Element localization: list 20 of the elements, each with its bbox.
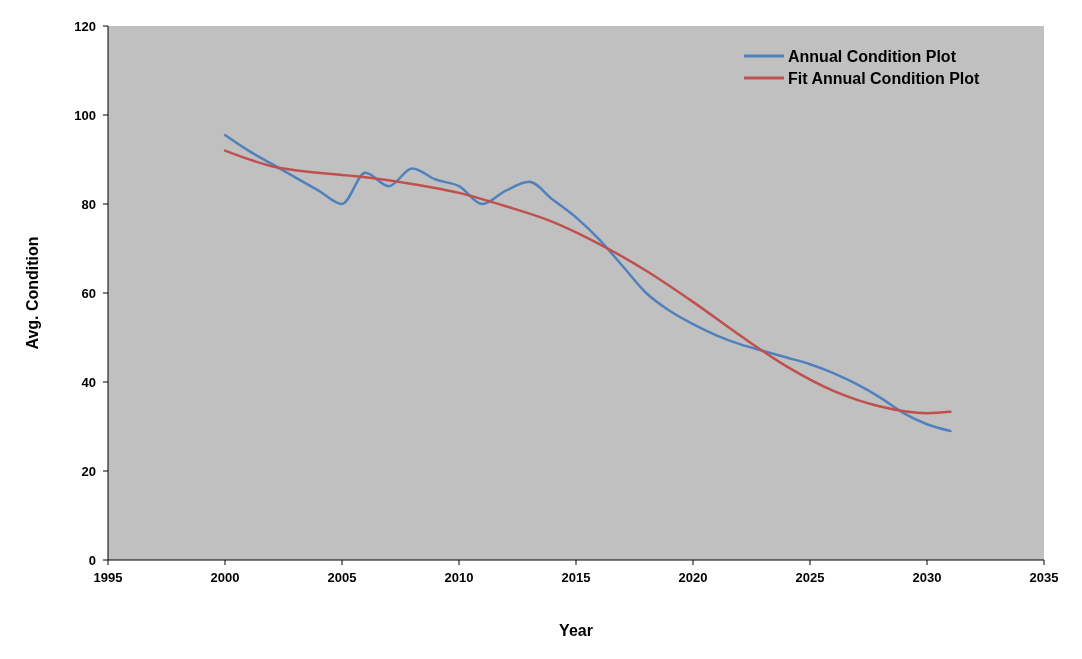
y-tick-label: 20 — [81, 463, 96, 479]
x-tick-label: 2010 — [444, 570, 474, 585]
legend-label: Annual Condition Plot — [788, 47, 957, 65]
y-axis-title: Avg. Condition — [24, 236, 41, 350]
x-tick-label: 1995 — [93, 570, 123, 585]
y-tick-label: 40 — [81, 374, 96, 390]
y-tick-label: 100 — [74, 107, 96, 123]
x-tick-label: 2030 — [912, 570, 942, 585]
x-tick-label: 2000 — [210, 570, 240, 585]
x-axis-title: Year — [559, 622, 593, 639]
legend-label: Fit Annual Condition Plot — [788, 69, 981, 87]
x-tick-label: 2025 — [795, 570, 825, 585]
y-tick-label: 0 — [88, 552, 96, 568]
y-tick-label: 120 — [74, 18, 96, 34]
x-tick-label: 2005 — [327, 570, 357, 585]
y-tick-label: 60 — [81, 285, 96, 301]
y-tick-label: 80 — [81, 196, 96, 212]
x-tick-label: 2020 — [678, 570, 708, 585]
x-tick-label: 2015 — [561, 570, 591, 585]
x-tick-label: 2035 — [1029, 570, 1059, 585]
